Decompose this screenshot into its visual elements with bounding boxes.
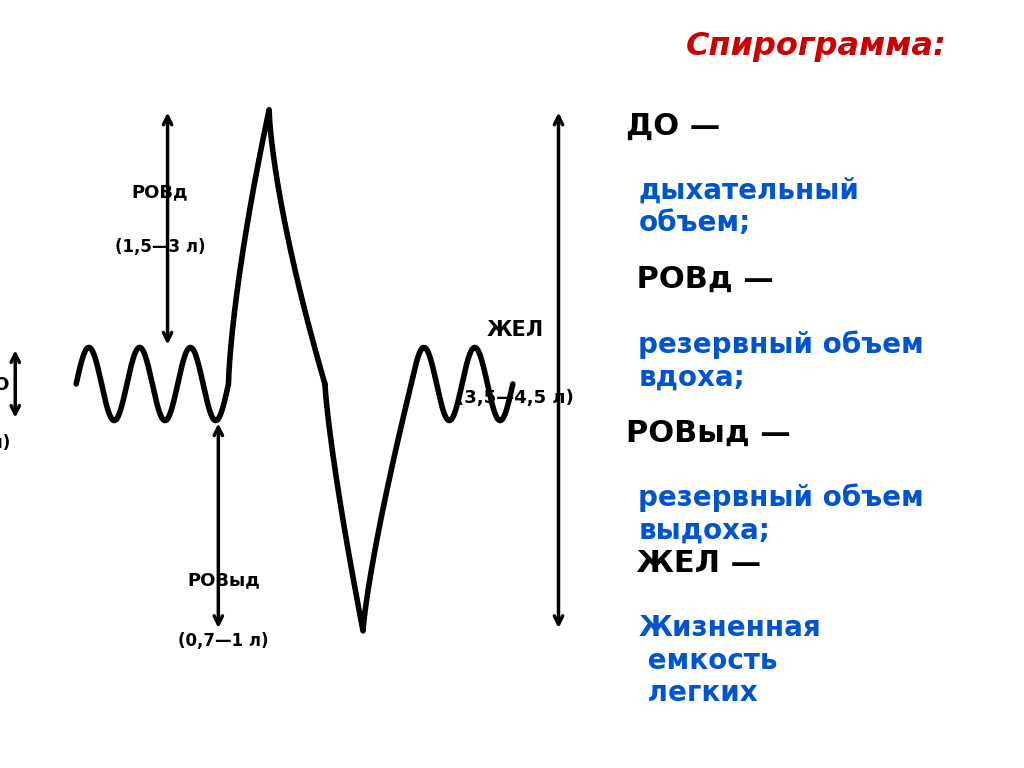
Text: ДО: ДО — [0, 375, 10, 393]
Text: РОВд: РОВд — [132, 183, 188, 201]
Text: ДО —: ДО — — [626, 111, 720, 141]
Text: дыхательный
объем;: дыхательный объем; — [638, 177, 859, 237]
Text: (3,5—4,5 л): (3,5—4,5 л) — [457, 389, 574, 407]
Text: (0,7—1 л): (0,7—1 л) — [178, 632, 268, 650]
Text: РОВд —: РОВд — — [626, 265, 773, 294]
Text: РОВыд: РОВыд — [187, 571, 260, 589]
Text: Жизненная
 емкость
 легких: Жизненная емкость легких — [638, 614, 821, 707]
Text: резервный объем
вдоха;: резервный объем вдоха; — [638, 330, 924, 391]
Text: ЖЕЛ —: ЖЕЛ — — [626, 549, 761, 578]
Text: (0,5 л): (0,5 л) — [0, 433, 10, 452]
Text: ЖЕЛ: ЖЕЛ — [486, 320, 544, 340]
Text: (1,5—3 л): (1,5—3 л) — [115, 238, 205, 256]
Text: Спирограмма:: Спирограмма: — [686, 31, 947, 61]
Text: РОВыд —: РОВыд — — [626, 419, 791, 448]
Text: резервный объем
выдоха;: резервный объем выдоха; — [638, 484, 924, 545]
